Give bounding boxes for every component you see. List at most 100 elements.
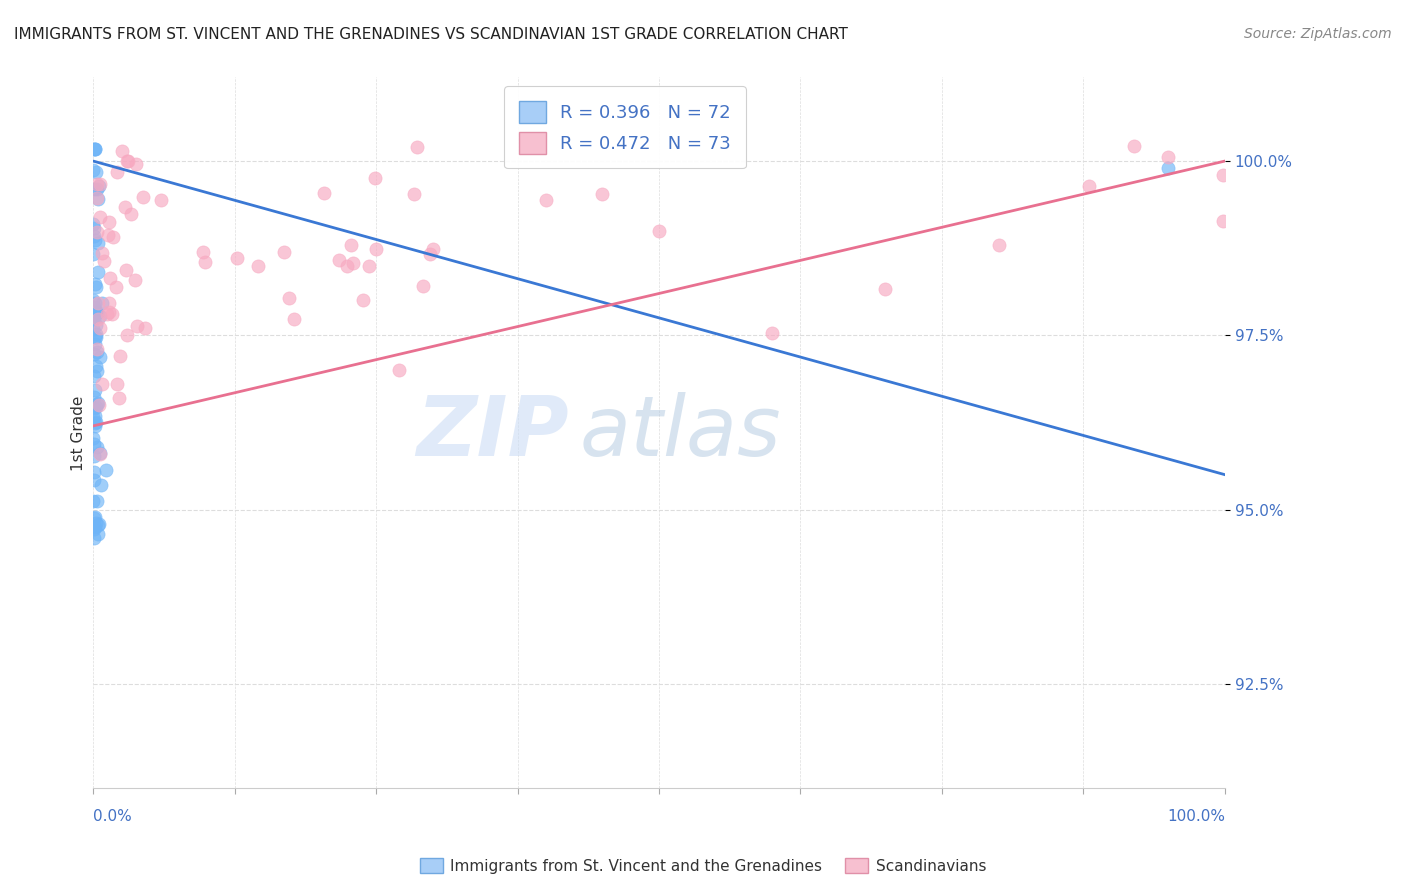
Point — [83, 143, 105, 157]
Point — [83, 522, 105, 536]
Point — [89, 350, 111, 364]
Point — [342, 256, 364, 270]
Point — [83, 532, 105, 546]
Point — [83, 308, 105, 322]
Point — [87, 395, 110, 409]
Point — [84, 409, 107, 423]
Point — [246, 259, 269, 273]
Point — [84, 280, 107, 294]
Text: IMMIGRANTS FROM ST. VINCENT AND THE GRENADINES VS SCANDINAVIAN 1ST GRADE CORRELA: IMMIGRANTS FROM ST. VINCENT AND THE GREN… — [14, 27, 848, 42]
Point — [86, 191, 108, 205]
Point — [1157, 150, 1180, 164]
Point — [419, 247, 441, 261]
Point — [89, 321, 111, 335]
Point — [93, 254, 115, 268]
Point — [84, 359, 107, 374]
Point — [82, 494, 104, 508]
Point — [83, 437, 105, 451]
Y-axis label: 1st Grade: 1st Grade — [72, 395, 86, 471]
Point — [83, 228, 105, 243]
Point — [89, 178, 111, 192]
Point — [84, 383, 107, 397]
Point — [115, 154, 138, 169]
Point — [83, 295, 105, 310]
Point — [83, 182, 105, 196]
Point — [277, 291, 299, 305]
Point — [86, 345, 108, 359]
Point — [359, 259, 381, 273]
Point — [314, 186, 336, 200]
Point — [90, 295, 112, 310]
Point — [97, 305, 120, 319]
Point — [83, 312, 105, 326]
Point — [84, 419, 107, 434]
Point — [987, 238, 1010, 252]
Point — [115, 263, 138, 277]
Point — [134, 321, 156, 335]
Point — [86, 296, 108, 310]
Point — [108, 391, 131, 405]
Point — [91, 377, 114, 392]
Point — [84, 520, 107, 534]
Point — [97, 296, 120, 310]
Point — [1212, 168, 1234, 182]
Text: 0.0%: 0.0% — [93, 809, 132, 824]
Text: Source: ZipAtlas.com: Source: ZipAtlas.com — [1244, 27, 1392, 41]
Point — [86, 343, 108, 357]
Point — [83, 142, 105, 156]
Point — [121, 207, 143, 221]
Point — [114, 200, 136, 214]
Point — [82, 163, 104, 178]
Point — [82, 431, 104, 445]
Point — [86, 364, 108, 378]
Point — [104, 279, 127, 293]
Point — [86, 330, 108, 344]
Point — [1078, 178, 1101, 193]
Legend: Immigrants from St. Vincent and the Grenadines, Scandinavians: Immigrants from St. Vincent and the Gren… — [413, 852, 993, 880]
Point — [107, 377, 129, 392]
Point — [84, 277, 107, 291]
Point — [103, 230, 125, 244]
Point — [125, 157, 148, 171]
Point — [97, 227, 120, 242]
Point — [89, 447, 111, 461]
Point — [87, 192, 110, 206]
Text: atlas: atlas — [579, 392, 782, 474]
Point — [83, 301, 105, 315]
Point — [84, 415, 107, 429]
Point — [87, 236, 110, 251]
Point — [105, 164, 128, 178]
Point — [89, 398, 111, 412]
Point — [1157, 161, 1180, 175]
Point — [405, 140, 427, 154]
Point — [83, 221, 105, 235]
Point — [86, 493, 108, 508]
Point — [83, 347, 105, 361]
Point — [96, 307, 118, 321]
Point — [84, 509, 107, 524]
Point — [82, 322, 104, 336]
Point — [83, 142, 105, 156]
Point — [124, 273, 146, 287]
Point — [86, 177, 108, 191]
Point — [422, 242, 444, 256]
Point — [86, 440, 108, 454]
Text: ZIP: ZIP — [416, 392, 568, 474]
Point — [83, 337, 105, 351]
Point — [87, 516, 110, 531]
Point — [90, 245, 112, 260]
Point — [101, 307, 124, 321]
Point — [90, 477, 112, 491]
Point — [94, 463, 117, 477]
Point — [132, 190, 155, 204]
Point — [86, 400, 108, 414]
Point — [328, 253, 350, 268]
Point — [364, 242, 387, 256]
Point — [336, 259, 359, 273]
Point — [127, 318, 149, 333]
Point — [89, 309, 111, 323]
Point — [89, 446, 111, 460]
Point — [111, 144, 134, 158]
Point — [86, 397, 108, 411]
Point — [84, 303, 107, 318]
